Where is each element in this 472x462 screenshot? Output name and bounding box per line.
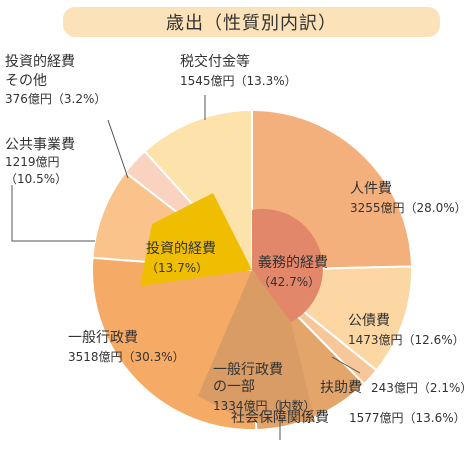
label-toshi-sonota-amount: 376億円（3.2%） [5,92,106,106]
label-gimu-name: 義務的経費 [258,254,328,271]
leader-line-kokyo [11,185,95,242]
inner-gimu-wedge [252,209,323,322]
chart-title: 歳出（性質別内訳） [166,13,337,34]
label-jinkenhi-name: 人件費 [350,181,392,197]
label-jinkenhi-amount: 3255億円（28.0%） [350,201,467,215]
label-kokyo-amount1: 1219億円 [5,155,60,169]
label-ippan-amount: 3518億円（30.3%） [68,350,185,364]
label-toshi-sonota-name2: その他 [5,73,47,89]
leader-line-toshi-sonota [107,119,129,179]
leader-line-fujohi [331,356,361,374]
chart-title-box: 歳出（性質別内訳） [63,7,440,37]
label-kokyo-name: 公共事業費 [5,137,75,153]
label-toshi-pct: （13.7%） [146,261,208,275]
label-zeikofu-name: 税交付金等 [180,53,250,70]
label-kosaihi-amount: 1473億円（12.6%） [348,333,465,347]
label-fujohi-name: 扶助費 [320,380,362,396]
label-toshi-sonota-name1: 投資的経費 [5,54,75,70]
label-fujohi-amount: 243億円（2.1%） [371,381,472,395]
label-ippan-part-name2: の一部 [213,379,255,395]
label-zeikofu-amount: 1545億円（13.3%） [180,74,297,88]
label-shakaihosho-amount: 1577億円（13.6%） [349,411,466,425]
label-ippan-part-name1: 一般行政費 [213,362,283,378]
label-kosaihi-name: 公債費 [348,313,390,329]
label-toshi-name: 投資的経費 [146,241,216,257]
label-ippan-part-amount: 1334億円（内数） [213,398,316,413]
inner-toshi-wedge [140,193,252,286]
label-ippan-name: 一般行政費 [68,330,138,346]
inner-ippan-part-wedge [198,270,315,422]
label-kokyo-amount2: （10.5%） [5,172,67,186]
label-shakaihosho-name: 社会保障関係費 [231,410,329,426]
label-gimu-pct: （42.7%） [258,275,320,289]
